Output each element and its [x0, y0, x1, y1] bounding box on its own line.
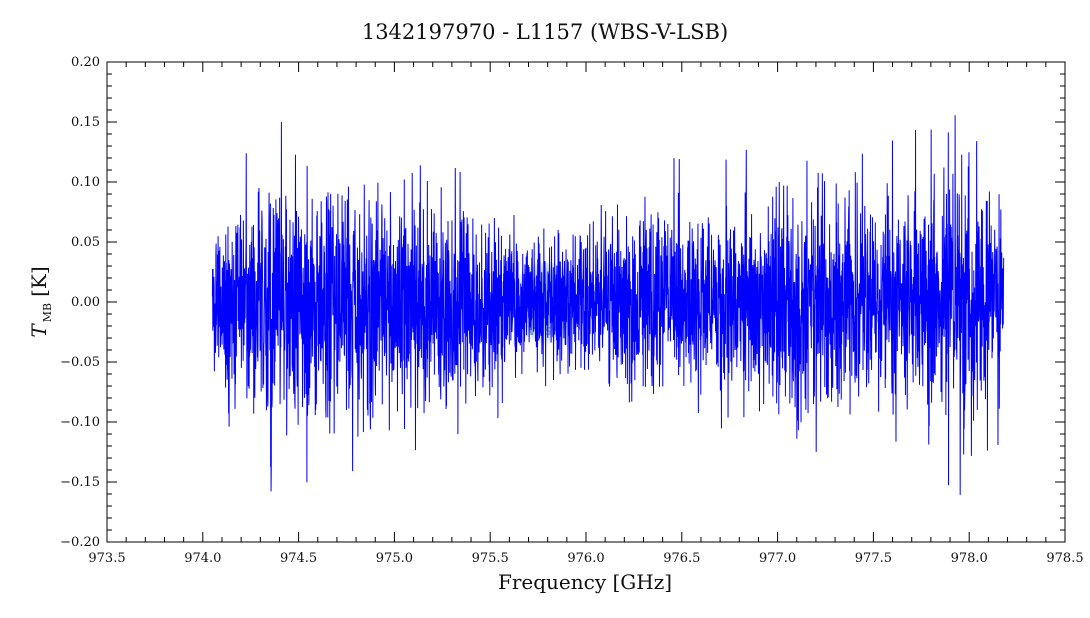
- x-tick-label: 978.5: [1046, 551, 1083, 566]
- y-axis-label: TMB [K]: [27, 266, 54, 337]
- x-tick-label: 974.0: [184, 551, 221, 566]
- x-tick-label: 976.0: [567, 551, 604, 566]
- y-tick-label: 0.20: [71, 55, 100, 70]
- x-tick-label: 977.0: [759, 551, 796, 566]
- y-axis-ticks: −0.20 −0.15 −0.10 −0.05 0.00 0.05 0.10 0.15 0.20: [60, 55, 1065, 550]
- y-tick-label: 0.15: [71, 115, 100, 130]
- y-tick-label: 0.00: [71, 295, 100, 310]
- x-axis-label: Frequency [GHz]: [498, 570, 672, 594]
- y-tick-label: −0.10: [60, 415, 100, 430]
- x-tick-label: 976.5: [663, 551, 700, 566]
- y-tick-label: 0.10: [71, 175, 100, 190]
- svg-text:TMB[K]: TMB [K]: [27, 266, 54, 337]
- spectrum-line: [211, 115, 1005, 495]
- y-axis-label-subscript: MB: [41, 303, 54, 322]
- x-axis-ticks: 973.5 974.0 974.5 975.0 975.5 976.0 976.5 977.0…: [88, 62, 1084, 566]
- x-tick-label: 974.5: [280, 551, 317, 566]
- chart-title: 1342197970 - L1157 (WBS-V-LSB): [362, 20, 728, 44]
- y-tick-label: −0.20: [60, 535, 100, 550]
- x-tick-label: 975.0: [376, 551, 413, 566]
- y-tick-label: −0.05: [60, 355, 100, 370]
- x-tick-label: 977.5: [855, 551, 892, 566]
- y-axis-label-unit: [K]: [27, 266, 51, 297]
- y-axis-label-symbol: T: [27, 323, 51, 338]
- spectrum-series: [211, 115, 1005, 495]
- y-tick-label: 0.05: [71, 235, 100, 250]
- x-tick-label: 975.5: [472, 551, 509, 566]
- x-tick-label: 973.5: [88, 551, 125, 566]
- x-tick-label: 978.0: [951, 551, 988, 566]
- y-tick-label: −0.15: [60, 475, 100, 490]
